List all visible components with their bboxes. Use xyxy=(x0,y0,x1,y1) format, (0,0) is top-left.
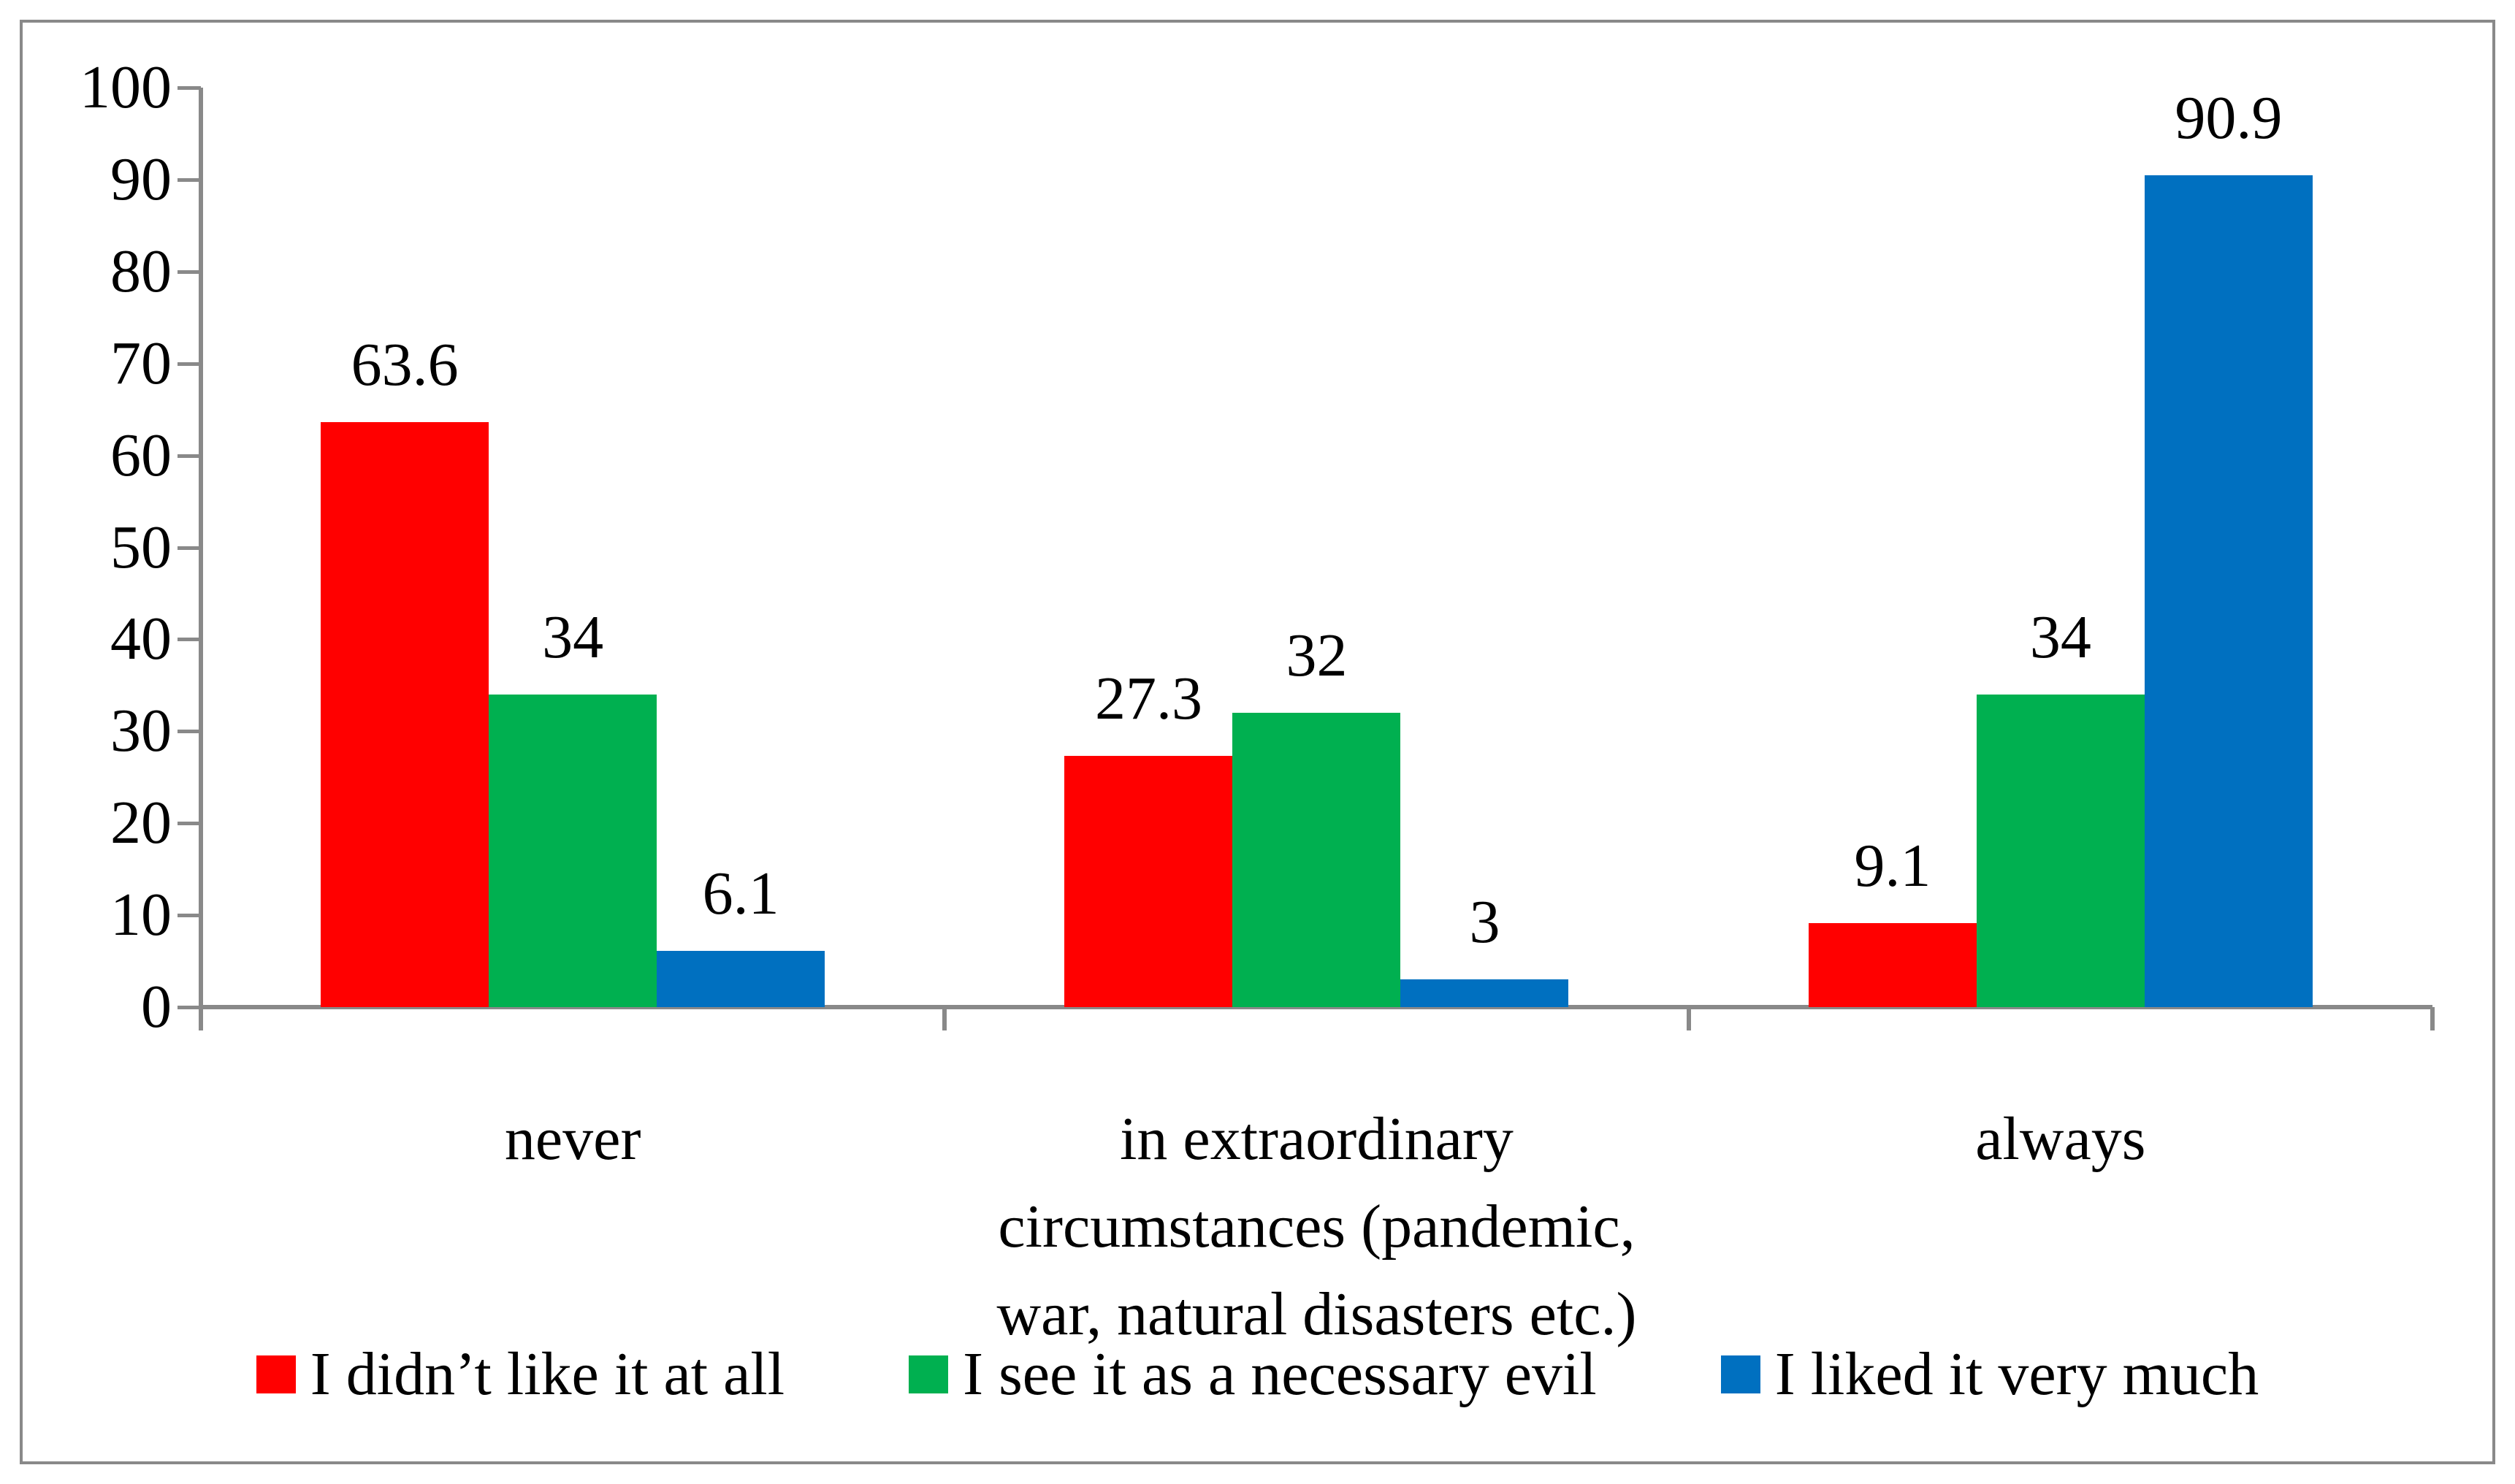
bar-wrap: 6.1 xyxy=(657,88,825,1007)
y-tick-mark xyxy=(178,822,201,826)
y-tick-mark xyxy=(178,362,201,366)
bar-wrap: 32 xyxy=(1232,88,1401,1007)
category-label-line: never xyxy=(504,1105,641,1173)
bar-wrap: 9.1 xyxy=(1808,88,1977,1007)
bar-wrap: 3 xyxy=(1400,88,1569,1007)
bar-value-label: 6.1 xyxy=(702,860,779,928)
bar-series-3 xyxy=(1400,979,1569,1007)
y-tick-mark xyxy=(178,730,201,734)
category-axis-labels: never in extraordinary circumstances (pand… xyxy=(201,1095,2432,1358)
legend-item-1: I didn’t like it at all xyxy=(256,1341,785,1408)
y-tick-mark xyxy=(178,1006,201,1009)
bar-value-label: 34 xyxy=(542,603,604,671)
category-tick-mark xyxy=(942,1007,947,1030)
category-label-line: in extraordinary xyxy=(1120,1105,1514,1173)
y-tick-label: 100 xyxy=(80,53,172,121)
y-tick-mark xyxy=(178,638,201,642)
legend-label: I see it as a necessary evil xyxy=(963,1340,1597,1408)
y-tick-mark xyxy=(178,454,201,458)
bar-wrap: 63.6 xyxy=(321,88,489,1007)
bar-wrap: 34 xyxy=(1976,88,2145,1007)
y-tick-label: 0 xyxy=(141,973,172,1041)
bar-group-2: 27.3 32 3 xyxy=(944,88,1688,1007)
category-label-line: always xyxy=(1975,1105,2146,1173)
bar-value-label: 27.3 xyxy=(1094,665,1202,733)
legend-swatch-icon xyxy=(256,1355,296,1393)
bar-group-1: 63.6 34 6.1 xyxy=(201,88,944,1007)
y-tick-label: 60 xyxy=(110,421,172,489)
y-tick-mark xyxy=(178,269,201,274)
category-tick-mark xyxy=(2430,1007,2435,1030)
bar-series-2 xyxy=(489,694,657,1007)
y-tick-label: 70 xyxy=(110,329,172,397)
y-tick-label: 40 xyxy=(110,605,172,673)
bar-value-label: 90.9 xyxy=(2175,84,2283,152)
y-tick-label: 80 xyxy=(110,237,172,305)
bar-series-1 xyxy=(321,422,489,1007)
legend-item-3: I liked it very much xyxy=(1720,1340,2259,1408)
x-axis-line xyxy=(201,1005,2432,1009)
chart-border xyxy=(20,20,2495,1464)
category-label-3: always xyxy=(1689,1095,2432,1358)
legend: I didn’t like it at all I see it as a nec… xyxy=(0,1341,2515,1408)
category-label-1: never xyxy=(201,1095,944,1358)
bar-value-label: 63.6 xyxy=(351,331,459,399)
y-tick-mark xyxy=(178,177,201,182)
bar-series-1 xyxy=(1064,756,1233,1007)
y-tick-mark xyxy=(178,914,201,918)
y-tick-label: 50 xyxy=(110,513,172,581)
bar-value-label: 9.1 xyxy=(1854,832,1931,900)
bar-wrap: 34 xyxy=(489,88,657,1007)
category-label-line: circumstances (pandemic, xyxy=(998,1193,1636,1261)
bar-series-1 xyxy=(1808,923,1977,1007)
legend-label: I didn’t like it at all xyxy=(310,1340,785,1408)
y-tick-label: 10 xyxy=(110,881,172,949)
bar-series-2 xyxy=(1232,713,1401,1007)
category-label-line: war, natural disasters etc.) xyxy=(996,1280,1637,1348)
bar-series-3 xyxy=(2144,175,2313,1007)
bar-value-label: 32 xyxy=(1286,621,1348,690)
y-tick-label: 90 xyxy=(110,145,172,213)
plot-area: 63.6 34 6.1 27.3 32 3 9.1 34 90.9 xyxy=(201,88,2432,1007)
y-axis-line xyxy=(199,88,203,1030)
bar-value-label: 34 xyxy=(2029,603,2091,671)
legend-swatch-icon xyxy=(1720,1355,1760,1393)
y-tick-mark xyxy=(178,86,201,90)
bar-series-2 xyxy=(1976,694,2145,1007)
bar-wrap: 90.9 xyxy=(2144,84,2313,1007)
bar-wrap: 27.3 xyxy=(1064,88,1233,1007)
y-tick-label: 20 xyxy=(110,789,172,857)
bar-value-label: 3 xyxy=(1469,888,1500,957)
category-tick-mark xyxy=(1686,1007,1691,1030)
y-tick-mark xyxy=(178,546,201,550)
legend-label: I liked it very much xyxy=(1774,1340,2259,1408)
bar-group-3: 9.1 34 90.9 xyxy=(1689,88,2432,1007)
legend-item-2: I see it as a necessary evil xyxy=(909,1341,1597,1408)
y-tick-label: 30 xyxy=(110,697,172,765)
category-label-2: in extraordinary circumstances (pandemic,… xyxy=(944,1095,1688,1358)
legend-swatch-icon xyxy=(909,1355,949,1393)
bar-series-3 xyxy=(657,951,825,1007)
